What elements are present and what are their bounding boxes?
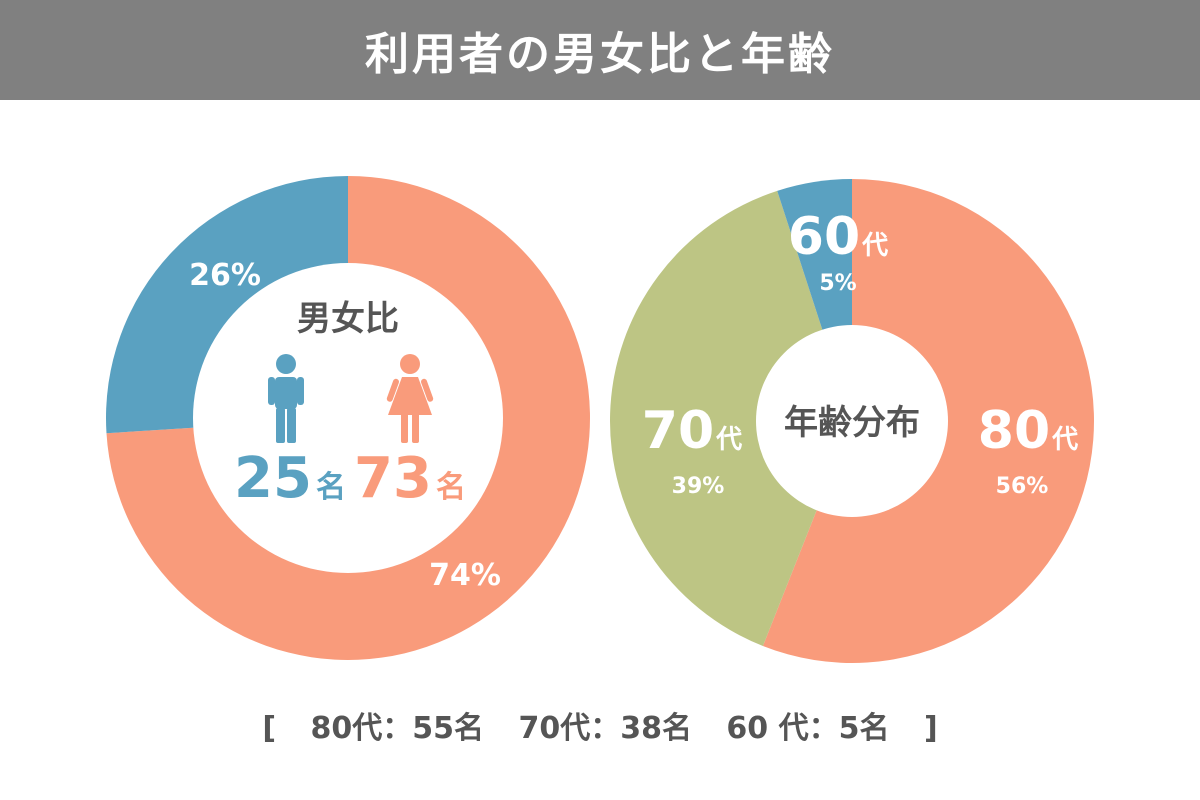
footer-item-60s: 60 代：5名 <box>726 711 890 746</box>
footer-item-70s: 70代：38名 <box>518 711 692 746</box>
gender-center-title: 男女比 <box>297 299 399 339</box>
charts-area: 26% 74% 男女比 25 名 73 名 <box>106 176 1094 663</box>
age-70s-percent: 39% <box>672 474 725 499</box>
age-70s-label: 70代 <box>642 401 742 461</box>
female-icon <box>386 354 434 443</box>
age-center-title: 年齢分布 <box>784 403 920 443</box>
footer-bracket-close: ] <box>923 711 938 746</box>
male-percent-label: 26% <box>189 258 261 293</box>
age-70s-slice <box>610 190 852 647</box>
footer-bracket-open: [ <box>262 711 277 746</box>
page-title: 利用者の男女比と年齢 <box>365 29 835 80</box>
female-count: 73 名 <box>354 446 466 511</box>
age-80s-percent: 56% <box>996 474 1049 499</box>
male-count: 25 名 <box>234 446 346 511</box>
female-percent-label: 74% <box>429 558 501 593</box>
age-80s-label: 80代 <box>978 401 1078 461</box>
gender-donut-chart: 26% 74% 男女比 25 名 73 名 <box>106 176 590 660</box>
title-bar: 利用者の男女比と年齢 <box>0 0 1200 100</box>
age-60s-label: 60代 <box>788 207 888 267</box>
age-donut-chart: 年齢分布 80代 56% 70代 39% 60代 5% <box>610 179 1094 663</box>
age-60s-percent: 5% <box>819 271 856 296</box>
male-icon <box>268 354 304 443</box>
age-donut-hole <box>756 325 948 517</box>
age-breakdown-footer: [ 80代：55名 70代：38名 60 代：5名 ] <box>0 703 1200 747</box>
footer-item-80s: 80代：55名 <box>310 711 485 746</box>
gender-donut-hole <box>193 263 503 573</box>
